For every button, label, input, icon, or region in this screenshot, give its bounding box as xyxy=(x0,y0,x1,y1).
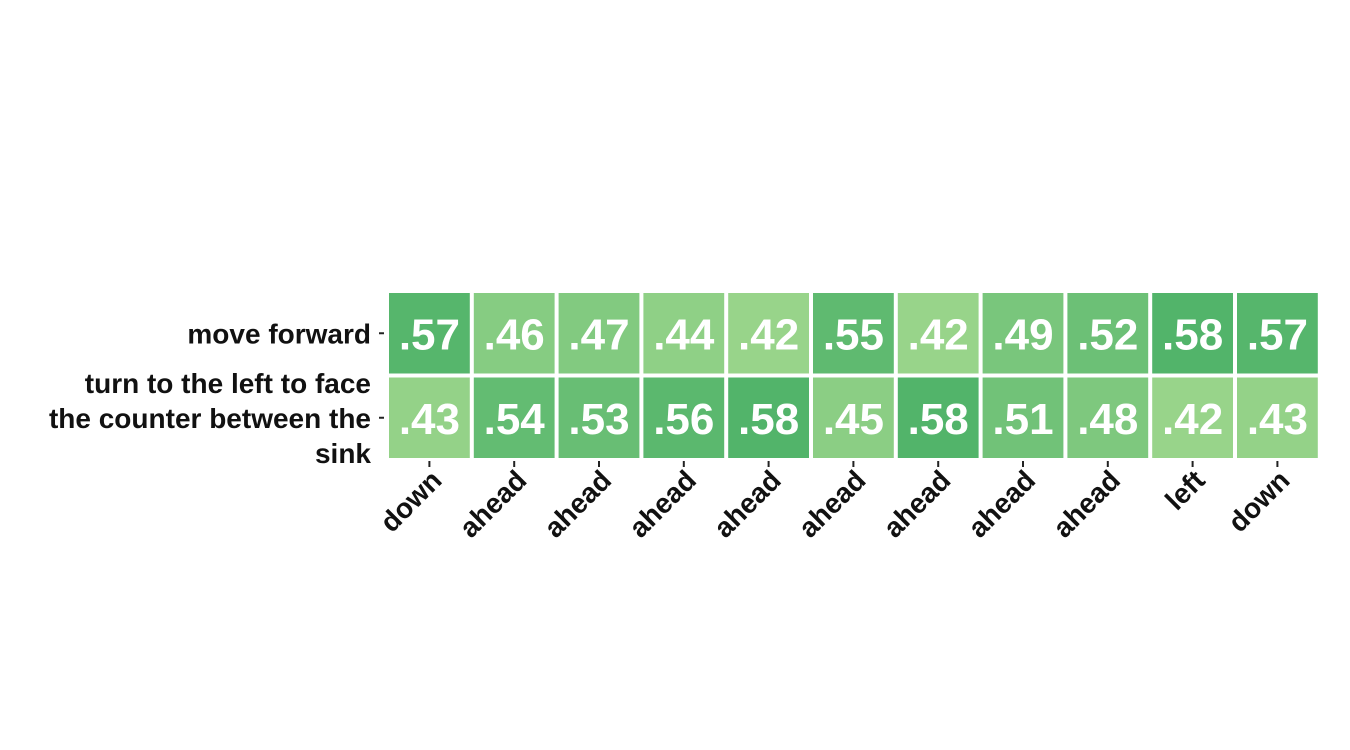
cell-value-label: .51 xyxy=(992,395,1053,444)
cell-value-label: .43 xyxy=(1247,395,1308,444)
cell-value-label: .49 xyxy=(992,310,1053,359)
heatmap-cells: .57 .46 .47 .44 .42 .55 .42 .49 .52 .58 .57 .43 .54.… xyxy=(389,293,1318,458)
cell-value-label: .46 xyxy=(484,310,545,359)
row-labels: move forward turn to the left to face the … xyxy=(49,318,384,469)
column-label: ahead xyxy=(708,464,787,543)
column-label: ahead xyxy=(1047,464,1126,543)
cell-value-label: .57 xyxy=(399,310,460,359)
column-label: ahead xyxy=(877,464,956,543)
heatmap-cell-r1-c8 xyxy=(1067,377,1149,458)
column-label: ahead xyxy=(623,464,702,543)
column-label: left xyxy=(1159,464,1211,516)
heatmap-cell-r1-c3 xyxy=(643,377,725,458)
cell-value-label: .55 xyxy=(823,310,884,359)
heatmap-cell-r0-c8 xyxy=(1067,293,1149,374)
heatmap-cell-r1-c7 xyxy=(982,377,1064,458)
cell-value-label: .52 xyxy=(1077,310,1138,359)
heatmap-cell-r0-c3 xyxy=(643,293,725,374)
heatmap-cell-r0-c2 xyxy=(558,293,640,374)
cell-value-label: .44 xyxy=(653,310,715,359)
heatmap-cell-r1-c4 xyxy=(728,377,809,458)
heatmap-cell-r1-c2 xyxy=(558,377,640,458)
cell-value-label: .54 xyxy=(484,395,546,444)
row-label: sink xyxy=(315,438,371,469)
heatmap-cell-r1-c6 xyxy=(897,377,979,458)
cell-value-label: .57 xyxy=(1247,310,1308,359)
column-label: down xyxy=(1222,464,1296,538)
cell-value-label: .53 xyxy=(568,395,629,444)
heatmap-cell-r1-c9 xyxy=(1152,377,1233,458)
heatmap-cell-r0-c4 xyxy=(728,293,809,374)
row-label: the counter between the xyxy=(49,403,371,434)
heatmap-cell-r0-c5 xyxy=(813,293,894,374)
row-label: move forward xyxy=(187,318,371,349)
column-labels: down ahead ahead ahead ahead ahead ahead ahead a… xyxy=(374,461,1296,543)
heatmap-cell-r0-c0 xyxy=(389,293,470,374)
heatmap-cell-r0-c1 xyxy=(473,293,555,374)
cell-value-label: .58 xyxy=(738,395,799,444)
cell-value-label: .42 xyxy=(908,310,969,359)
cell-value-label: .58 xyxy=(908,395,969,444)
heatmap-cell-r0-c6 xyxy=(897,293,979,374)
heatmap-cell-r0-c9 xyxy=(1152,293,1233,374)
column-label: ahead xyxy=(962,464,1041,543)
column-label: ahead xyxy=(453,464,532,543)
cell-value-label: .42 xyxy=(738,310,799,359)
heatmap-cell-r1-c5 xyxy=(813,377,894,458)
heatmap-cell-r0-c10 xyxy=(1237,293,1318,374)
cell-value-label: .42 xyxy=(1162,395,1223,444)
cell-value-label: .43 xyxy=(399,395,460,444)
cell-value-label: .48 xyxy=(1077,395,1138,444)
heatmap-cell-r1-c10 xyxy=(1237,377,1318,458)
cell-value-label: .47 xyxy=(568,310,629,359)
cell-value-label: .58 xyxy=(1162,310,1223,359)
column-label: ahead xyxy=(538,464,617,543)
column-label: ahead xyxy=(792,464,871,543)
heatmap-cell-r1-c1 xyxy=(473,377,555,458)
row-label: turn to the left to face xyxy=(85,368,371,399)
cell-value-label: .45 xyxy=(823,395,884,444)
column-label: down xyxy=(374,464,448,538)
heatmap-cell-r1-c0 xyxy=(389,377,470,458)
heatmap-cell-r0-c7 xyxy=(982,293,1064,374)
cell-value-label: .56 xyxy=(653,395,714,444)
